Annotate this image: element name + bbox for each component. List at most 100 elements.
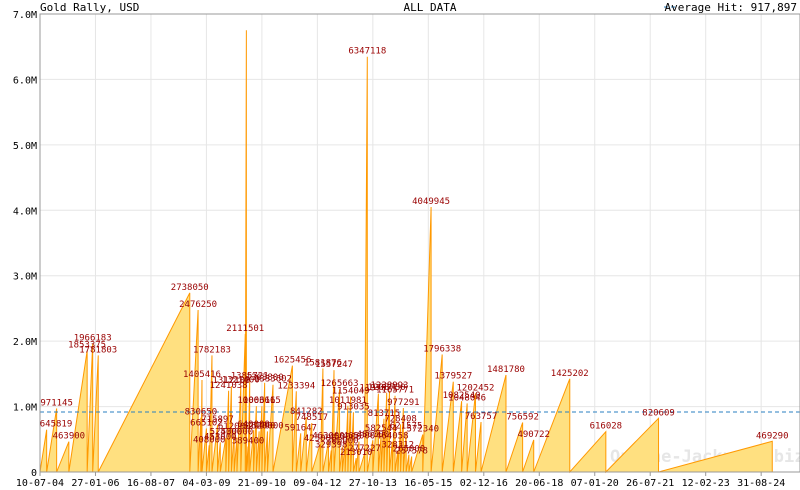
data-label: 1312100 (212, 376, 250, 386)
y-tick-label: 1.0M (13, 403, 37, 414)
plot-frame (39, 13, 800, 473)
data-label: 1321400 (222, 376, 260, 386)
y-tick-label: 6.0M (13, 75, 37, 86)
data-label: 1796338 (423, 344, 461, 354)
data-label: 1265663 (321, 379, 359, 389)
data-label: 329398 (315, 440, 348, 450)
x-tick-label: 16-05-15 (404, 478, 452, 489)
data-label: 1082540 (443, 391, 481, 401)
data-label: 237578 (395, 446, 428, 456)
data-label: 756592 (506, 412, 539, 422)
data-label: 665102 (190, 418, 223, 428)
data-label: 1048046 (448, 393, 486, 403)
data-label: 465000 (343, 432, 376, 442)
data-label: 1379527 (434, 372, 472, 382)
data-label: 1165771 (376, 386, 414, 396)
data-label: 1202452 (457, 383, 495, 393)
data-label: 389400 (232, 437, 265, 447)
y-tick-label: 0 (31, 468, 37, 479)
data-label: 1241038 (210, 381, 248, 391)
data-label: 1782183 (193, 345, 231, 355)
data-label: 1425202 (551, 369, 589, 379)
data-label: 582544 (365, 424, 398, 434)
data-label: 612000 (218, 422, 251, 432)
data-label: 1154049 (332, 386, 370, 396)
x-tick-label: 04-03-09 (182, 478, 230, 489)
y-tick-label: 2.0M (13, 337, 37, 348)
data-label: 913035 (337, 402, 370, 412)
data-label: 386000 (326, 437, 359, 447)
legend-average-label: Average Hit: 917,897 (665, 1, 797, 14)
data-label: 469290 (756, 431, 789, 441)
data-label: 813715 (368, 409, 401, 419)
data-label: 1481780 (487, 365, 525, 375)
data-label: 490722 (517, 430, 550, 440)
data-label: 6347118 (348, 47, 386, 57)
data-label: 1385721 (231, 371, 269, 381)
data-label: 450000 (329, 433, 362, 443)
data-label: 408000 (193, 435, 226, 445)
data-label: 640000 (237, 420, 270, 430)
data-label: 1625456 (273, 356, 311, 366)
data-label: 277227 (348, 444, 381, 454)
data-label: 728408 (384, 414, 417, 424)
data-label: 4049945 (412, 197, 450, 207)
data-label: 620000 (243, 421, 276, 431)
data-label: 425000 (304, 434, 337, 444)
data-label: 1006361 (237, 396, 275, 406)
data-label: 1363800 (246, 373, 284, 383)
y-axis: 0 1.0M 2.0M 3.0M 4.0M 5.0M 6.0M 7.0M (13, 10, 37, 479)
data-label: 1011981 (329, 396, 367, 406)
data-label: 1581876 (304, 359, 342, 369)
data-label: 464058 (376, 432, 409, 442)
grid-lines (39, 13, 800, 473)
data-label: 1006165 (243, 396, 281, 406)
x-tick-label: 26-07-21 (626, 478, 674, 489)
chart-title: Gold Rally, USD (40, 1, 139, 14)
data-label: 2111501 (226, 324, 264, 334)
data-label: 1233394 (277, 381, 315, 391)
data-label: 621575 (390, 421, 423, 431)
data-label: 530000 (221, 427, 254, 437)
data-label: 1853375 (68, 341, 106, 351)
x-tick-label: 09-04-12 (293, 478, 341, 489)
data-label: 820609 (642, 408, 675, 418)
data-label: 830650 (185, 408, 218, 418)
data-label: 486000 (357, 430, 390, 440)
x-tick-label: 02-12-16 (460, 478, 508, 489)
area-layer (39, 30, 800, 474)
jackpot-line (39, 30, 800, 474)
data-label: 645819 (40, 420, 73, 430)
jackpot-area (40, 30, 800, 472)
x-tick-label: 21-09-10 (238, 478, 286, 489)
data-label: 453000 (204, 432, 237, 442)
data-label: 1197071 (359, 384, 397, 394)
x-tick-label: 16-08-07 (127, 478, 175, 489)
x-tick-label: 27-10-13 (349, 478, 397, 489)
x-tick-label: 07-01-20 (571, 478, 619, 489)
y-tick-label: 3.0M (13, 272, 37, 283)
data-label: 463900 (53, 432, 86, 442)
data-label: 572340 (407, 425, 440, 435)
x-tick-label: 10-07-04 (16, 478, 64, 489)
data-label: 265000 (393, 445, 426, 455)
data-label: 1208730 (368, 383, 406, 393)
data-label: 748517 (296, 413, 329, 423)
data-label: 524000 (210, 428, 243, 438)
chart-subtitle: ALL DATA (404, 1, 457, 14)
x-axis: 10-07-04 27-01-06 16-08-07 04-03-09 21-09-10… (16, 472, 785, 489)
x-tick-label: 31-08-24 (737, 478, 785, 489)
data-label: 463000 (312, 432, 345, 442)
x-tick-label: 27-01-06 (71, 478, 119, 489)
data-label: 763757 (465, 412, 498, 422)
y-tick-label: 5.0M (13, 141, 37, 152)
data-label: 591647 (284, 423, 317, 433)
data-label: 2476250 (179, 300, 217, 310)
data-label: 620000 (251, 421, 284, 431)
data-label: 1333602 (254, 375, 292, 385)
data-label: 971145 (40, 398, 73, 408)
data-label: 1238993 (371, 381, 409, 391)
data-label: 715897 (201, 415, 234, 425)
